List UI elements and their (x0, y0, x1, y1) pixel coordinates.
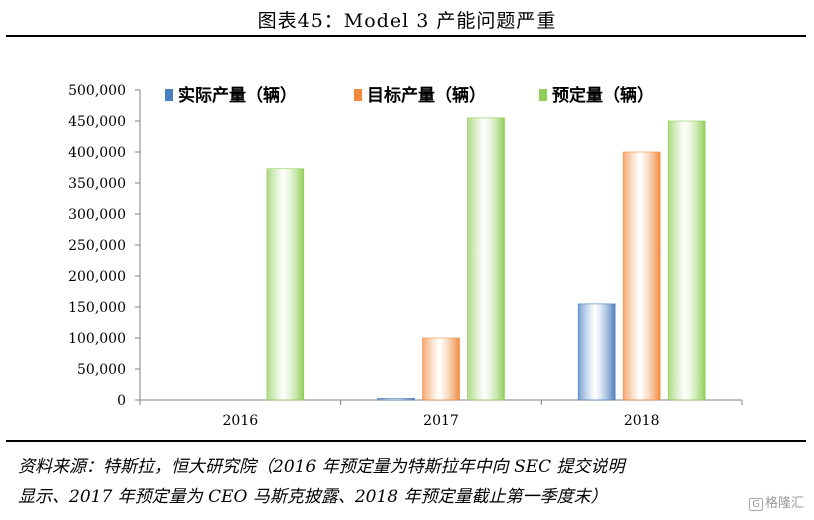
bar-2018-series-1 (577, 303, 616, 401)
bar-2017-series-2 (422, 337, 460, 401)
y-tick-label: 400,000 (68, 145, 126, 161)
bar-2017-series-1 (377, 398, 415, 401)
figure-title: 图表45：Model 3 产能问题严重 (257, 10, 557, 32)
y-tick-label: 150,000 (68, 300, 126, 316)
y-tick-label: 0 (117, 393, 126, 409)
legend-swatch-1 (165, 89, 173, 101)
legend-label-2: 目标产量（辆） (367, 85, 486, 106)
bar-2016-series-3 (266, 168, 305, 401)
x-tick-label: 2017 (423, 413, 459, 429)
title-rule (6, 35, 806, 37)
y-tick-label: 100,000 (68, 331, 126, 347)
y-tick-label: 300,000 (68, 207, 126, 223)
legend-label-3: 预定量（辆） (552, 85, 654, 106)
watermark-text: 格隆汇 (764, 496, 804, 511)
source-note-line-2: 显示、2017 年预定量为 CEO 马斯克披露、2018 年预定量截止第一季度末… (18, 487, 608, 507)
bar-chart: 2016 2017 2018 0 50,000 100,000 150,000 200,00… (68, 83, 743, 429)
legend-label-1: 实际产量（辆） (178, 85, 297, 106)
y-tick-label: 450,000 (68, 114, 126, 130)
watermark-logo: G (749, 498, 763, 511)
watermark: G 格隆汇 (749, 492, 804, 511)
source-note-line-1: 资料来源：特斯拉，恒大研究院（2016 年预定量为特斯拉年中向 SEC 提交说明 (18, 457, 625, 477)
y-tick-label: 500,000 (68, 83, 126, 99)
bar-2017-series-3 (467, 117, 505, 401)
y-tick-label: 350,000 (68, 176, 126, 192)
x-tick-label: 2016 (223, 413, 259, 429)
legend-swatch-2 (354, 89, 362, 101)
bar-2018-series-2 (622, 151, 661, 401)
y-tick-label: 200,000 (68, 269, 126, 285)
source-rule (6, 440, 806, 442)
y-tick-label: 50,000 (77, 362, 126, 378)
x-tick-label: 2018 (624, 413, 660, 429)
legend-swatch-3 (539, 89, 547, 101)
bar-2018-series-3 (667, 120, 706, 401)
y-tick-label: 250,000 (68, 238, 126, 254)
